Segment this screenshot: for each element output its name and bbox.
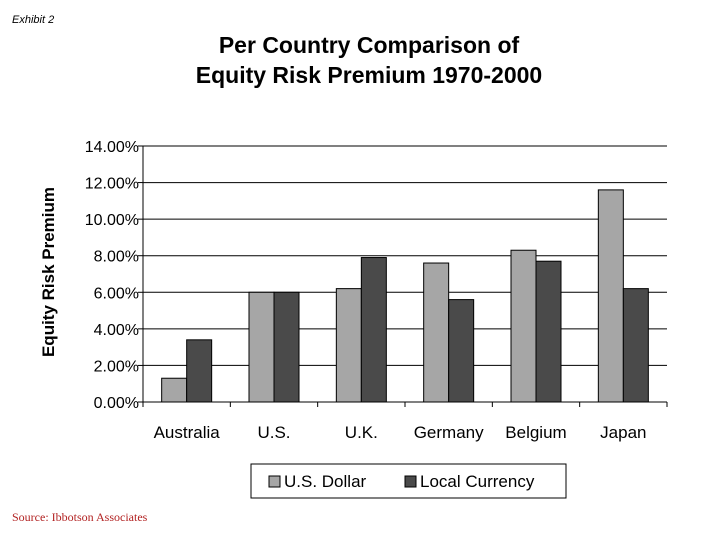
y-tick-label: 10.00% bbox=[85, 212, 139, 229]
bar-belgium-0 bbox=[510, 249, 537, 403]
x-category-label: Germany bbox=[414, 423, 484, 442]
y-tick-label: 8.00% bbox=[94, 249, 139, 266]
axes bbox=[142, 146, 668, 407]
x-category-labels: Australia U.S. U.K. Germany Belgium Japan bbox=[154, 423, 647, 442]
grid-lines bbox=[143, 145, 667, 403]
x-category-label: Belgium bbox=[505, 423, 566, 442]
bar-germany-0 bbox=[423, 262, 450, 403]
x-category-label: U.S. bbox=[257, 423, 290, 442]
legend-label: Local Currency bbox=[420, 472, 535, 491]
bar-us-0 bbox=[248, 291, 275, 403]
bar-australia-1 bbox=[186, 339, 213, 403]
chart-title-line2: Equity Risk Premium 1970-2000 bbox=[195, 62, 543, 88]
bars bbox=[161, 189, 649, 403]
bar-us-1 bbox=[273, 291, 300, 403]
legend-swatch bbox=[404, 475, 417, 488]
source-note: Source: Ibbotson Associates bbox=[12, 510, 148, 524]
bar-australia-0 bbox=[161, 377, 188, 403]
y-tick-label: 12.00% bbox=[85, 176, 139, 193]
x-category-label: Australia bbox=[154, 423, 221, 442]
legend-swatch bbox=[268, 475, 281, 488]
bar-belgium-1 bbox=[535, 260, 562, 403]
x-category-label: U.K. bbox=[345, 423, 378, 442]
chart-title-line1: Per Country Comparison of bbox=[218, 32, 520, 58]
y-tick-label: 14.00% bbox=[85, 139, 139, 156]
y-axis-title: Equity Risk Premium bbox=[39, 187, 58, 357]
y-tick-label: 2.00% bbox=[94, 358, 139, 375]
bar-uk-0 bbox=[335, 288, 362, 403]
bar-germany-1 bbox=[448, 299, 475, 403]
y-tick-label: 6.00% bbox=[94, 285, 139, 302]
legend-box bbox=[250, 463, 567, 499]
y-tick-label: 4.00% bbox=[94, 322, 139, 339]
exhibit-label: Exhibit 2 bbox=[12, 14, 55, 26]
bar-uk-1 bbox=[360, 257, 387, 403]
x-category-label: Japan bbox=[600, 423, 646, 442]
bar-japan-1 bbox=[622, 288, 649, 403]
legend-label: U.S. Dollar bbox=[284, 472, 367, 491]
bar-japan-0 bbox=[597, 189, 624, 403]
legend: U.S. Dollar Local Currency bbox=[250, 463, 567, 499]
y-tick-labels: 0.00% 2.00% 4.00% 6.00% 8.00% 10.00% 12.00% 14.… bbox=[85, 139, 143, 412]
y-tick-label: 0.00% bbox=[94, 395, 139, 412]
chart-title: Per Country Comparison of Equity Risk Pr… bbox=[0, 30, 720, 90]
